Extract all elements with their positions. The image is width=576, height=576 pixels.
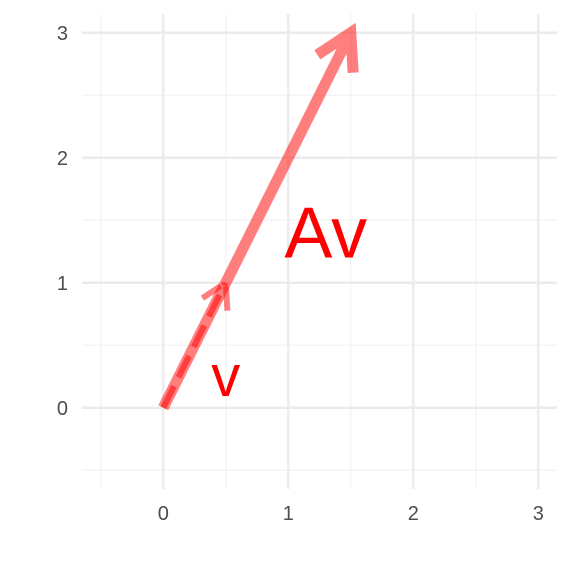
y-axis-tick-labels: 0 1 2 3 [57,23,68,420]
vectors [158,22,359,411]
x-tick-label: 1 [283,503,294,525]
vector-av-arrowhead [314,22,359,74]
x-tick-label: 3 [533,503,544,525]
y-tick-label: 1 [57,273,68,295]
vector-label-av: Av [284,193,367,273]
vector-labels: Av v [211,193,367,409]
major-gridlines [82,14,557,489]
vector-label-v: v [211,344,240,409]
vector-v-arrowhead [200,277,231,311]
x-tick-label: 2 [408,503,419,525]
y-tick-label: 2 [57,148,68,170]
vector-v-shaft [160,281,229,410]
y-tick-label: 0 [57,398,68,420]
vector-v [160,277,231,410]
x-tick-label: 0 [158,503,169,525]
y-tick-label: 3 [57,23,68,45]
minor-gridlines [82,14,557,489]
x-axis-tick-labels: 0 1 2 3 [158,503,544,525]
